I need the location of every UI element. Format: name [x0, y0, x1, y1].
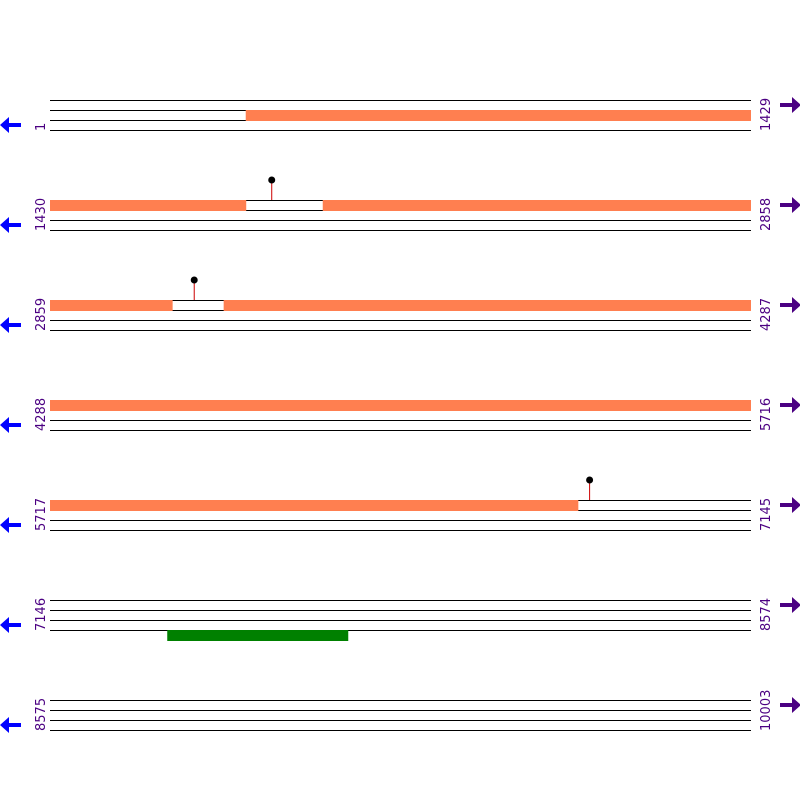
sequence-row: 5717 7145 [0, 476, 800, 533]
sequence-row: 7146 8574 [0, 597, 800, 641]
orf-bar[interactable] [50, 200, 247, 211]
arrow-right-icon[interactable] [780, 597, 800, 613]
orf-bar[interactable] [50, 300, 173, 311]
arrow-right-icon[interactable] [780, 397, 800, 413]
sequence-row: 4288 5716 [0, 397, 800, 433]
sequence-row: 2859 4287 [0, 276, 800, 333]
sequence-row: 1430 2858 [0, 176, 800, 233]
arrow-left-icon[interactable] [0, 517, 21, 533]
arrow-right-icon[interactable] [780, 497, 800, 513]
arrow-right-icon[interactable] [780, 297, 800, 313]
row-start-label: 1 [34, 123, 49, 131]
arrow-left-icon[interactable] [0, 217, 21, 233]
row-end-label: 2858 [759, 198, 774, 231]
row-end-label: 1429 [759, 98, 774, 131]
row-end-label: 5716 [759, 398, 774, 431]
orf-bar[interactable] [223, 300, 751, 311]
arrow-left-icon[interactable] [0, 417, 21, 433]
row-end-label: 8574 [759, 598, 774, 631]
arrow-left-icon[interactable] [0, 317, 21, 333]
row-end-label: 10003 [759, 690, 774, 731]
row-end-label: 7145 [759, 498, 774, 531]
row-start-label: 7146 [34, 598, 49, 631]
reverse-orf-bar[interactable] [167, 630, 349, 641]
orf-bar[interactable] [322, 200, 751, 211]
row-start-label: 4288 [34, 398, 49, 431]
marker-dot[interactable] [586, 476, 594, 484]
arrow-right-icon[interactable] [780, 97, 800, 113]
row-start-label: 8575 [34, 698, 49, 731]
arrow-left-icon[interactable] [0, 717, 21, 733]
row-end-label: 4287 [759, 298, 774, 331]
arrow-left-icon[interactable] [0, 617, 21, 633]
marker-dot[interactable] [268, 176, 276, 184]
row-start-label: 5717 [34, 498, 49, 531]
arrow-right-icon[interactable] [780, 197, 800, 213]
orf-bar[interactable] [245, 110, 751, 121]
sequence-row: 1 1429 [0, 97, 800, 133]
orf-bar[interactable] [50, 500, 579, 511]
marker-dot[interactable] [190, 276, 198, 284]
arrow-left-icon[interactable] [0, 117, 21, 133]
arrow-right-icon[interactable] [780, 697, 800, 713]
sequence-row: 8575 10003 [0, 690, 800, 733]
row-start-label: 2859 [34, 298, 49, 331]
orf-bar[interactable] [50, 400, 751, 411]
row-start-label: 1430 [34, 198, 49, 231]
